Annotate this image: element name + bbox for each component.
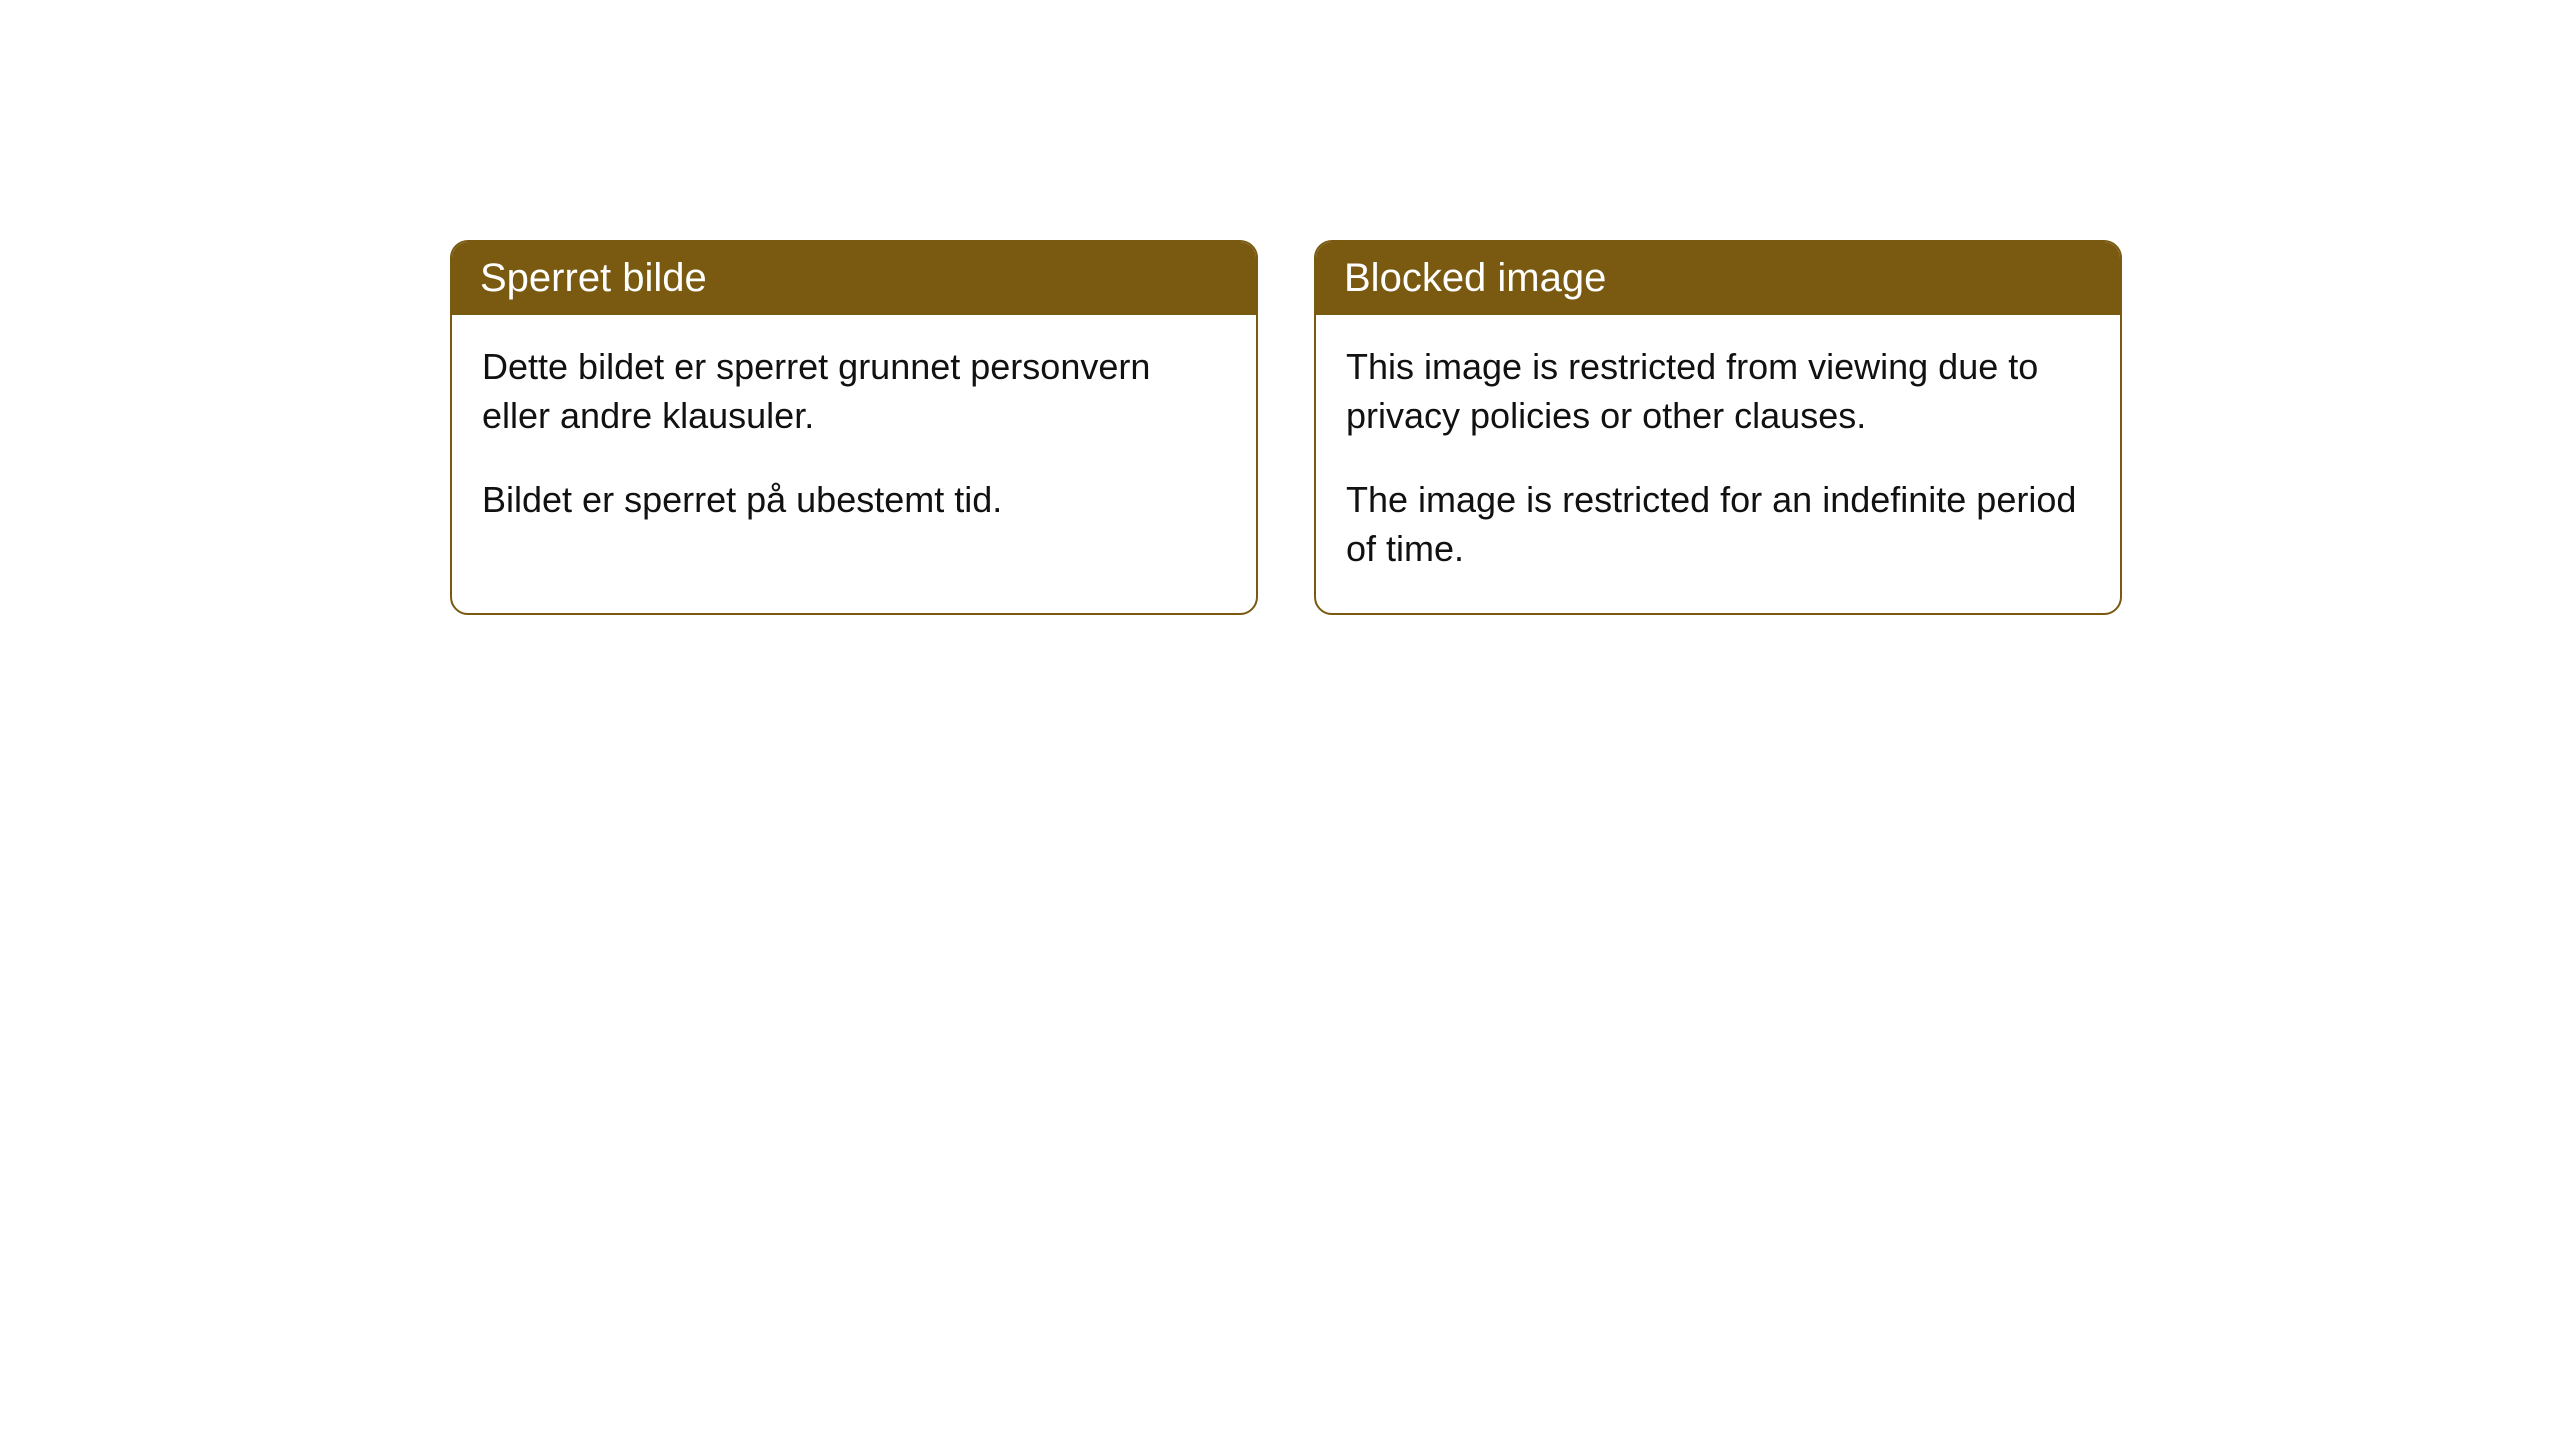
- card-header: Sperret bilde: [452, 242, 1256, 315]
- card-paragraph: Dette bildet er sperret grunnet personve…: [482, 343, 1226, 440]
- card-paragraph: The image is restricted for an indefinit…: [1346, 476, 2090, 573]
- card-paragraph: Bildet er sperret på ubestemt tid.: [482, 476, 1226, 525]
- notice-cards-container: Sperret bilde Dette bildet er sperret gr…: [450, 240, 2122, 615]
- notice-card-norwegian: Sperret bilde Dette bildet er sperret gr…: [450, 240, 1258, 615]
- notice-card-english: Blocked image This image is restricted f…: [1314, 240, 2122, 615]
- card-paragraph: This image is restricted from viewing du…: [1346, 343, 2090, 440]
- card-body: Dette bildet er sperret grunnet personve…: [452, 315, 1256, 565]
- card-body: This image is restricted from viewing du…: [1316, 315, 2120, 613]
- card-header: Blocked image: [1316, 242, 2120, 315]
